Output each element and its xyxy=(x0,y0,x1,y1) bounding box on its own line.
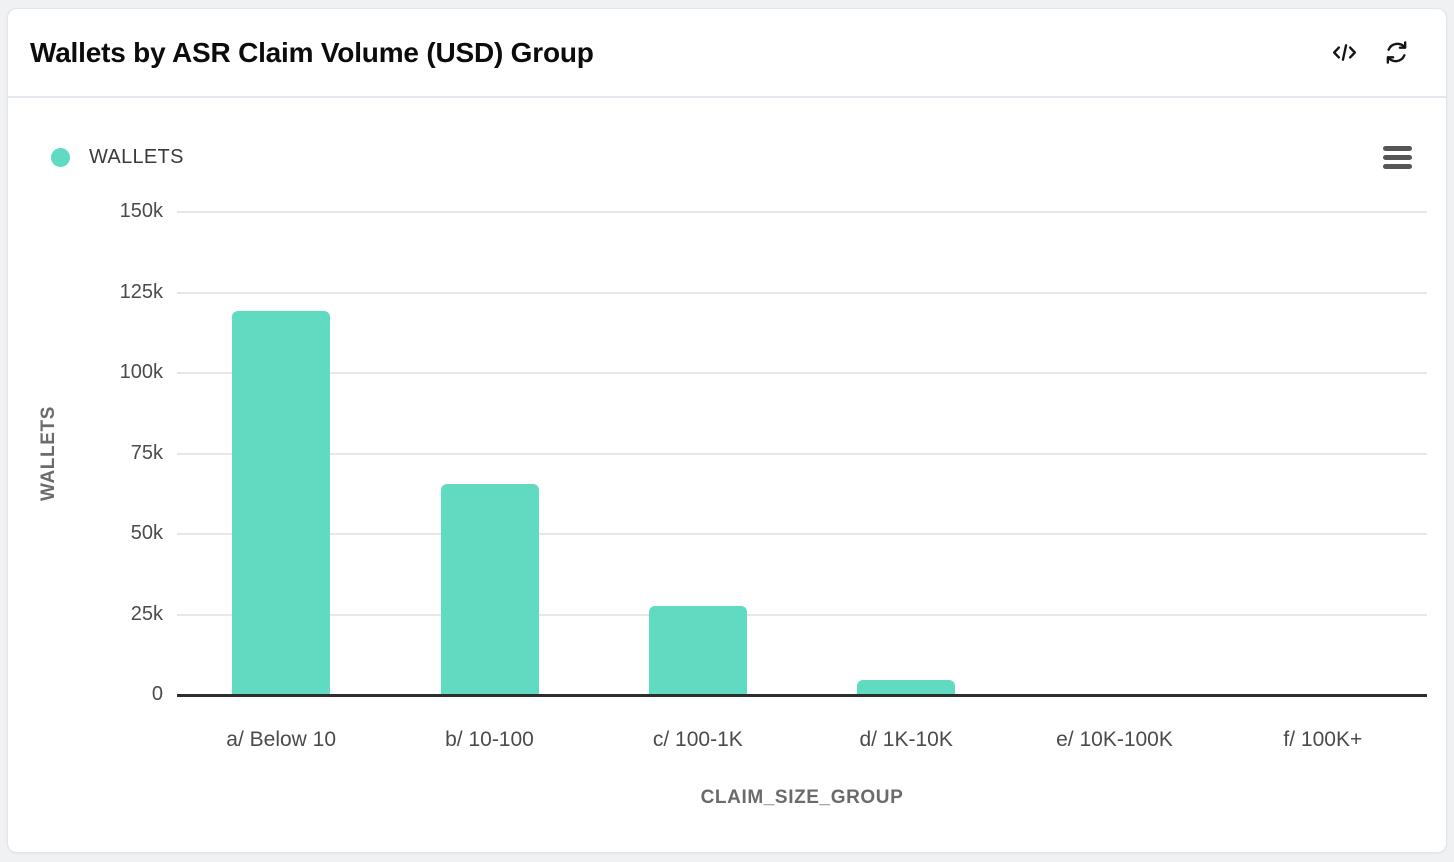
gridline xyxy=(177,291,1427,294)
refresh-icon xyxy=(1386,41,1406,64)
gridline xyxy=(177,452,1427,455)
legend-item-wallets[interactable]: WALLETS xyxy=(51,146,184,169)
y-tick-label: 25k xyxy=(130,602,163,625)
y-tick-label: 0 xyxy=(151,683,163,705)
x-tick-label: f/ 100K+ xyxy=(1283,728,1363,751)
x-tick-label: a/ Below 10 xyxy=(226,728,337,751)
chart-card: Wallets by ASR Claim Volume (USD) Group xyxy=(7,8,1447,853)
y-tick-label: 150k xyxy=(119,200,163,222)
header-icons xyxy=(1330,39,1410,67)
legend-swatch xyxy=(51,148,70,167)
gridline xyxy=(177,533,1427,535)
y-tick-label: 125k xyxy=(119,280,163,303)
x-tick-label: c/ 100-1K xyxy=(652,728,743,751)
x-axis-title: CLAIM_SIZE_GROUP xyxy=(700,787,904,808)
x-tick-label: d/ 1K-10K xyxy=(859,728,953,751)
chart-body: WALLETS WALLETS 0 25k 50k 75k 100k 125k 150k C… xyxy=(8,98,1446,850)
x-tick-label: b/ 10-100 xyxy=(445,728,534,751)
bar[interactable] xyxy=(857,679,956,695)
x-axis-line xyxy=(177,694,1427,697)
legend-label: WALLETS xyxy=(89,146,184,168)
hamburger-menu-icon[interactable] xyxy=(1381,144,1414,171)
gridline xyxy=(177,211,1427,213)
bar[interactable] xyxy=(440,484,539,695)
y-tick-label: 100k xyxy=(119,361,163,383)
y-tick-label: 50k xyxy=(130,522,163,544)
bar-chart: WALLETS 0 25k 50k 75k 100k 125k 150k CLAIM_SIZ… xyxy=(8,98,1446,850)
x-tick-label: e/ 10K-100K xyxy=(1056,728,1173,751)
gridline xyxy=(177,613,1427,616)
code-icon xyxy=(1332,44,1356,61)
plot-area: 0 25k 50k 75k 100k 125k 150k xyxy=(120,200,1427,705)
bar[interactable] xyxy=(648,605,747,695)
gridline xyxy=(177,372,1427,374)
y-tick-label: 75k xyxy=(130,441,163,464)
y-axis-title: WALLETS xyxy=(38,406,59,501)
bar[interactable] xyxy=(232,310,331,695)
card-header: Wallets by ASR Claim Volume (USD) Group xyxy=(8,9,1446,98)
chart-title: Wallets by ASR Claim Volume (USD) Group xyxy=(30,36,594,68)
code-icon[interactable] xyxy=(1330,39,1358,67)
refresh-icon[interactable] xyxy=(1382,39,1410,67)
